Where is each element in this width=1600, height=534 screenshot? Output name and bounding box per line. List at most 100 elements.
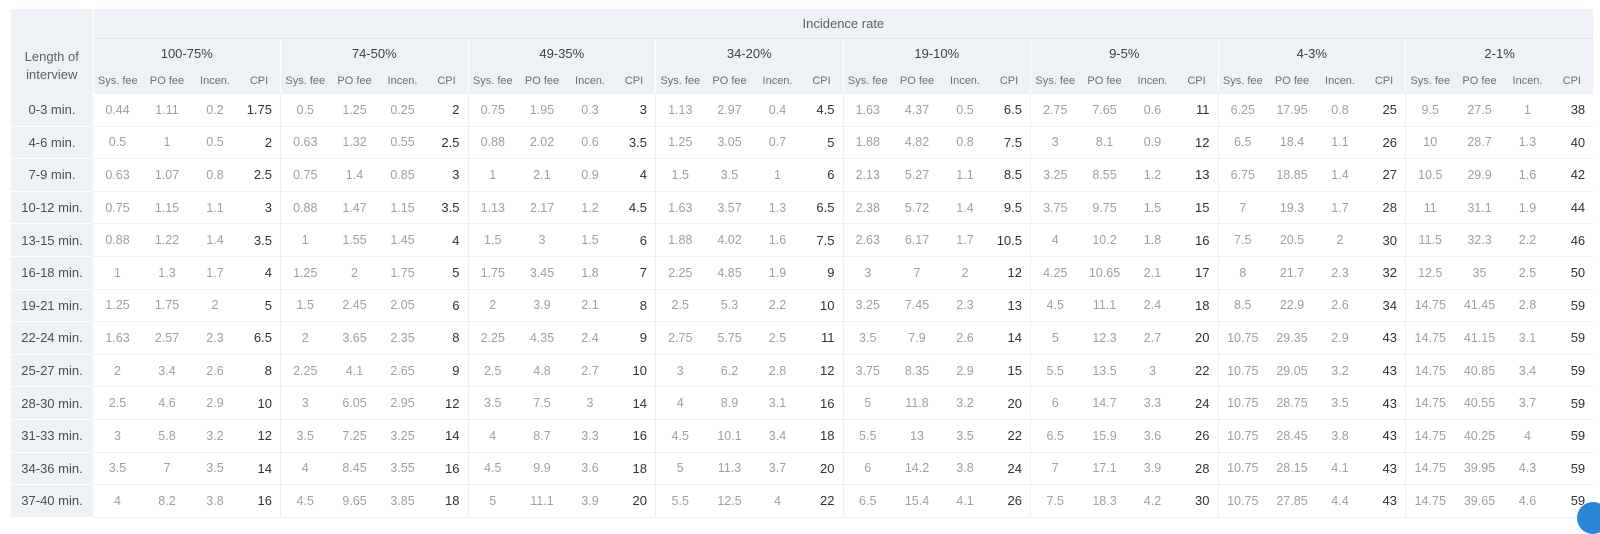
length-cell: 0-3 min. — [11, 94, 93, 127]
cpi-cell: 40 — [1550, 126, 1594, 160]
fee-cell: 2.5 — [467, 354, 517, 388]
fee-cell: 11 — [1405, 191, 1455, 225]
fee-cell: 0.4 — [754, 94, 801, 127]
fee-cell: 2.3 — [192, 321, 238, 355]
fee-cell: 4.1 — [329, 354, 380, 388]
cpi-cell: 59 — [1550, 354, 1594, 388]
fee-cell: 28.45 — [1267, 419, 1317, 453]
cpi-cell: 20 — [613, 484, 656, 518]
fee-cell: 20.5 — [1267, 223, 1317, 257]
fee-cell: 39.65 — [1454, 484, 1505, 518]
cpi-cell: 34 — [1363, 289, 1406, 323]
fee-cell: 4 — [280, 452, 330, 486]
fee-cell: 2.1 — [567, 289, 613, 323]
fee-cell: 4 — [655, 386, 705, 420]
fee-cell: 8.2 — [142, 484, 192, 518]
length-cell: 16-18 min. — [11, 256, 93, 290]
fee-cell: 2.17 — [517, 191, 567, 225]
fee-cell: 2 — [93, 354, 142, 388]
band-header: 9-5% — [1030, 38, 1218, 68]
fee-cell: 1 — [93, 256, 142, 290]
fee-cell: 8.45 — [329, 452, 380, 486]
fee-cell: 3.5 — [280, 419, 330, 453]
fee-cell: 2.5 — [655, 289, 705, 323]
cpi-cell: 16 — [1175, 223, 1218, 257]
fee-cell: 6.5 — [842, 484, 892, 518]
fee-cell: 11.5 — [1405, 223, 1455, 257]
fee-cell: 18.3 — [1079, 484, 1130, 518]
fee-cell: 1 — [280, 223, 330, 257]
fee-cell: 0.6 — [567, 126, 613, 160]
cpi-cell: 8.5 — [988, 158, 1031, 192]
fee-cell: 5.75 — [704, 321, 755, 355]
cpi-cell: 59 — [1550, 321, 1594, 355]
cpi-cell: 16 — [425, 452, 468, 486]
length-cell: 34-36 min. — [11, 452, 93, 486]
fee-cell: 1.3 — [754, 191, 801, 225]
fee-cell: 4.5 — [280, 484, 330, 518]
cpi-cell: 12 — [1175, 126, 1218, 160]
fee-cell: 5.5 — [655, 484, 705, 518]
cpi-cell: 13 — [1175, 158, 1218, 192]
fee-cell: 0.55 — [379, 126, 426, 160]
fee-cell: 0.88 — [280, 191, 330, 225]
cpi-cell: 4.5 — [800, 94, 843, 127]
cpi-cell: 43 — [1363, 321, 1406, 355]
fee-cell: 9.9 — [517, 452, 567, 486]
fee-cell: 29.05 — [1267, 354, 1317, 388]
table-body: 0-3 min. 0.44 1.11 0.2 1.75 0.5 1.25 0.25 2 0.75 1… — [11, 94, 1594, 518]
fee-cell: 3.6 — [1129, 419, 1176, 453]
cpi-cell: 3 — [613, 94, 656, 127]
fee-cell: 17.95 — [1267, 94, 1317, 127]
fee-cell: 2.8 — [1504, 289, 1551, 323]
fee-cell: 1.1 — [1317, 126, 1363, 160]
cpi-cell: 43 — [1363, 452, 1406, 486]
subcolumn-header: PO fee — [892, 68, 942, 94]
fee-cell: 3 — [1129, 354, 1176, 388]
fee-cell: 6.2 — [704, 354, 755, 388]
length-cell: 25-27 min. — [11, 354, 93, 388]
cpi-cell: 5 — [238, 289, 281, 323]
fee-cell: 1.3 — [142, 256, 192, 290]
subcolumn-header: Sys. fee — [467, 68, 517, 94]
fee-cell: 6.75 — [1217, 158, 1267, 192]
table-row: 16-18 min. 1 1.3 1.7 4 1.25 2 1.75 5 1.75 3.45 1.8 7… — [11, 256, 1594, 290]
fee-cell: 2.02 — [517, 126, 567, 160]
fee-cell: 1.88 — [842, 126, 892, 160]
fee-cell: 40.55 — [1454, 386, 1505, 420]
cpi-cell: 4.5 — [613, 191, 656, 225]
cpi-cell: 5 — [425, 256, 468, 290]
fee-cell: 2.7 — [1129, 321, 1176, 355]
fee-cell: 3.4 — [754, 419, 801, 453]
fee-cell: 3.5 — [842, 321, 892, 355]
fee-cell: 10.75 — [1217, 386, 1267, 420]
cpi-cell: 6.5 — [800, 191, 843, 225]
fee-cell: 0.63 — [93, 158, 142, 192]
fee-cell: 2.8 — [754, 354, 801, 388]
fee-cell: 1.3 — [1504, 126, 1551, 160]
cpi-cell: 17 — [1175, 256, 1218, 290]
fee-cell: 4.5 — [1030, 289, 1080, 323]
fee-cell: 4.3 — [1504, 452, 1551, 486]
table-row: 10-12 min. 0.75 1.15 1.1 3 0.88 1.47 1.15 3.5 1.1… — [11, 191, 1594, 225]
fee-cell: 2.1 — [517, 158, 567, 192]
fee-cell: 4 — [467, 419, 517, 453]
fee-cell: 2.38 — [842, 191, 892, 225]
band-header: 4-3% — [1217, 38, 1406, 68]
fee-cell: 3.57 — [704, 191, 755, 225]
cpi-cell: 3 — [238, 191, 281, 225]
cpi-cell: 43 — [1363, 419, 1406, 453]
fee-cell: 2.6 — [192, 354, 238, 388]
subcolumn-header: CPI — [1363, 68, 1406, 94]
cpi-cell: 25 — [1363, 94, 1406, 127]
cpi-cell: 16 — [613, 419, 656, 453]
fee-cell: 3.4 — [1504, 354, 1551, 388]
floating-action-button[interactable] — [1577, 501, 1600, 534]
fee-cell: 6.5 — [1217, 126, 1267, 160]
fee-cell: 40.85 — [1454, 354, 1505, 388]
fee-cell: 4.1 — [942, 484, 988, 518]
fee-cell: 8.5 — [1217, 289, 1267, 323]
fee-cell: 2 — [329, 256, 380, 290]
table-row: 4-6 min. 0.5 1 0.5 2 0.63 1.32 0.55 2.5 0.88 2.02 0… — [11, 126, 1594, 160]
fee-cell: 32.3 — [1454, 223, 1505, 257]
